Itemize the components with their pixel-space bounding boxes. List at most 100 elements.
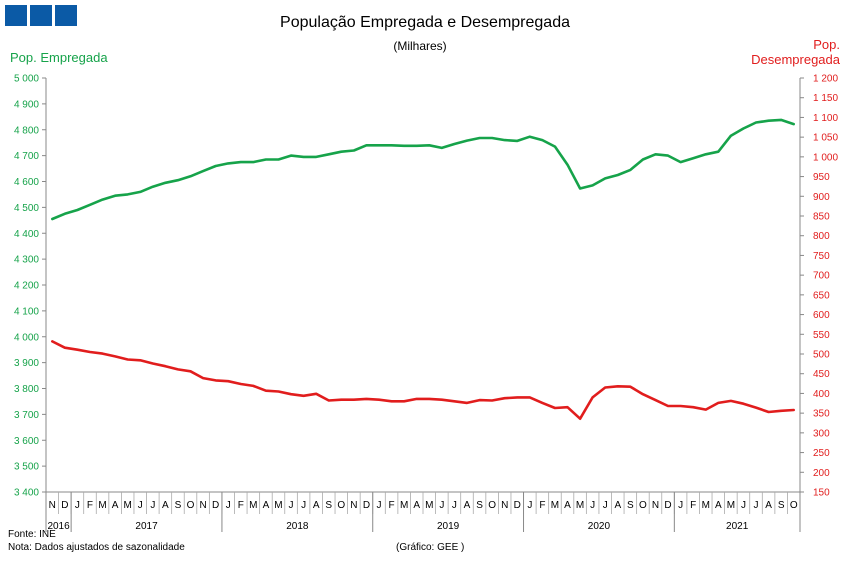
left-axis-tick-label: 4 400 (14, 229, 39, 240)
right-axis-tick-label: 200 (813, 468, 830, 479)
year-label: 2019 (437, 521, 460, 532)
right-axis-title-line1: Pop. (813, 37, 840, 52)
month-label: O (790, 500, 798, 511)
month-label: J (75, 500, 80, 511)
month-label: M (425, 500, 433, 511)
month-label: S (778, 500, 785, 511)
month-label: M (400, 500, 408, 511)
left-axis-tick-label: 3 600 (14, 436, 39, 447)
left-axis-tick-label: 4 300 (14, 255, 39, 266)
month-label: J (741, 500, 746, 511)
year-label: 2017 (135, 521, 158, 532)
month-label: F (87, 500, 93, 511)
unemployed-series-line (50, 340, 796, 421)
month-label: N (652, 500, 659, 511)
source-note: Fonte: INE (8, 529, 56, 540)
month-label: F (389, 500, 395, 511)
logo-block (5, 5, 27, 26)
left-axis-title: Pop. Empregada (10, 50, 108, 65)
right-axis-tick-label: 350 (813, 409, 830, 420)
chart-subtitle: (Milhares) (393, 39, 447, 53)
month-label: N (350, 500, 357, 511)
month-label: A (313, 500, 320, 511)
series-layer (50, 118, 796, 421)
left-axis-tick-label: 4 100 (14, 306, 39, 317)
year-label: 2016 (47, 521, 70, 532)
month-label: D (212, 500, 219, 511)
month-label: J (289, 500, 294, 511)
right-axis-tick-label: 250 (813, 448, 830, 459)
month-label: A (765, 500, 772, 511)
month-label: S (175, 500, 182, 511)
right-axis-tick-label: 150 (813, 488, 830, 499)
month-label: F (238, 500, 244, 511)
year-label: 2018 (286, 521, 309, 532)
chart-title: População Empregada e Desempregada (280, 14, 570, 31)
right-axis-tick-label: 1 000 (813, 152, 838, 163)
year-label: 2020 (588, 521, 611, 532)
month-label: J (150, 500, 155, 511)
month-label: A (263, 500, 270, 511)
month-label: J (439, 500, 444, 511)
right-axis-tick-label: 500 (813, 350, 830, 361)
left-axis-tick-label: 4 200 (14, 281, 39, 292)
logo-block (55, 5, 77, 26)
month-label: J (301, 500, 306, 511)
month-label: M (576, 500, 584, 511)
month-label: A (413, 500, 420, 511)
month-label: J (138, 500, 143, 511)
left-axis-tick-label: 4 800 (14, 125, 39, 136)
month-label: M (702, 500, 710, 511)
right-axis-title: Pop. Desempregada (751, 37, 840, 67)
month-label: D (61, 500, 68, 511)
month-label: J (678, 500, 683, 511)
month-label: O (337, 500, 345, 511)
right-axis-tick-label: 600 (813, 310, 830, 321)
month-label: N (501, 500, 508, 511)
month-label: M (98, 500, 106, 511)
right-axis-tick-label: 900 (813, 192, 830, 203)
month-label: J (603, 500, 608, 511)
left-axis-tick-label: 4 900 (14, 99, 39, 110)
month-label: M (274, 500, 282, 511)
right-axis-tick-label: 1 100 (813, 113, 838, 124)
right-axis-tick-label: 750 (813, 251, 830, 262)
right-axis-tick-label: 400 (813, 389, 830, 400)
left-axis-tick-label: 3 500 (14, 462, 39, 473)
employed-series-line (50, 118, 796, 221)
left-axis-tick-label: 3 400 (14, 488, 39, 499)
month-label: D (514, 500, 521, 511)
chart-credit: (Gráfico: GEE ) (396, 542, 465, 553)
month-label: D (363, 500, 370, 511)
right-axis-tick-label: 450 (813, 369, 830, 380)
month-label: O (639, 500, 647, 511)
left-axis-tick-label: 4 500 (14, 203, 39, 214)
month-label: M (249, 500, 257, 511)
month-label: M (727, 500, 735, 511)
right-axis-tick-label: 1 050 (813, 133, 838, 144)
logo-block (30, 5, 52, 26)
month-label: J (590, 500, 595, 511)
month-label: D (664, 500, 671, 511)
month-label: F (690, 500, 696, 511)
month-label: M (551, 500, 559, 511)
left-axis-tick-label: 4 700 (14, 151, 39, 162)
year-label: 2021 (726, 521, 749, 532)
left-axis-tick-label: 3 800 (14, 384, 39, 395)
right-axis-tick-label: 650 (813, 290, 830, 301)
month-label: N (199, 500, 206, 511)
month-label: J (527, 500, 532, 511)
adjustment-note: Nota: Dados ajustados de sazonalidade (8, 542, 185, 553)
month-label: A (464, 500, 471, 511)
right-axis-tick-label: 950 (813, 172, 830, 183)
right-axis-tick-label: 800 (813, 231, 830, 242)
left-axis-tick-label: 5 000 (14, 74, 39, 85)
month-label: J (452, 500, 457, 511)
right-axis-tick-label: 850 (813, 212, 830, 223)
month-label: A (112, 500, 119, 511)
month-label: S (627, 500, 634, 511)
right-axis-tick-label: 700 (813, 271, 830, 282)
month-label: J (226, 500, 231, 511)
month-label: O (187, 500, 195, 511)
